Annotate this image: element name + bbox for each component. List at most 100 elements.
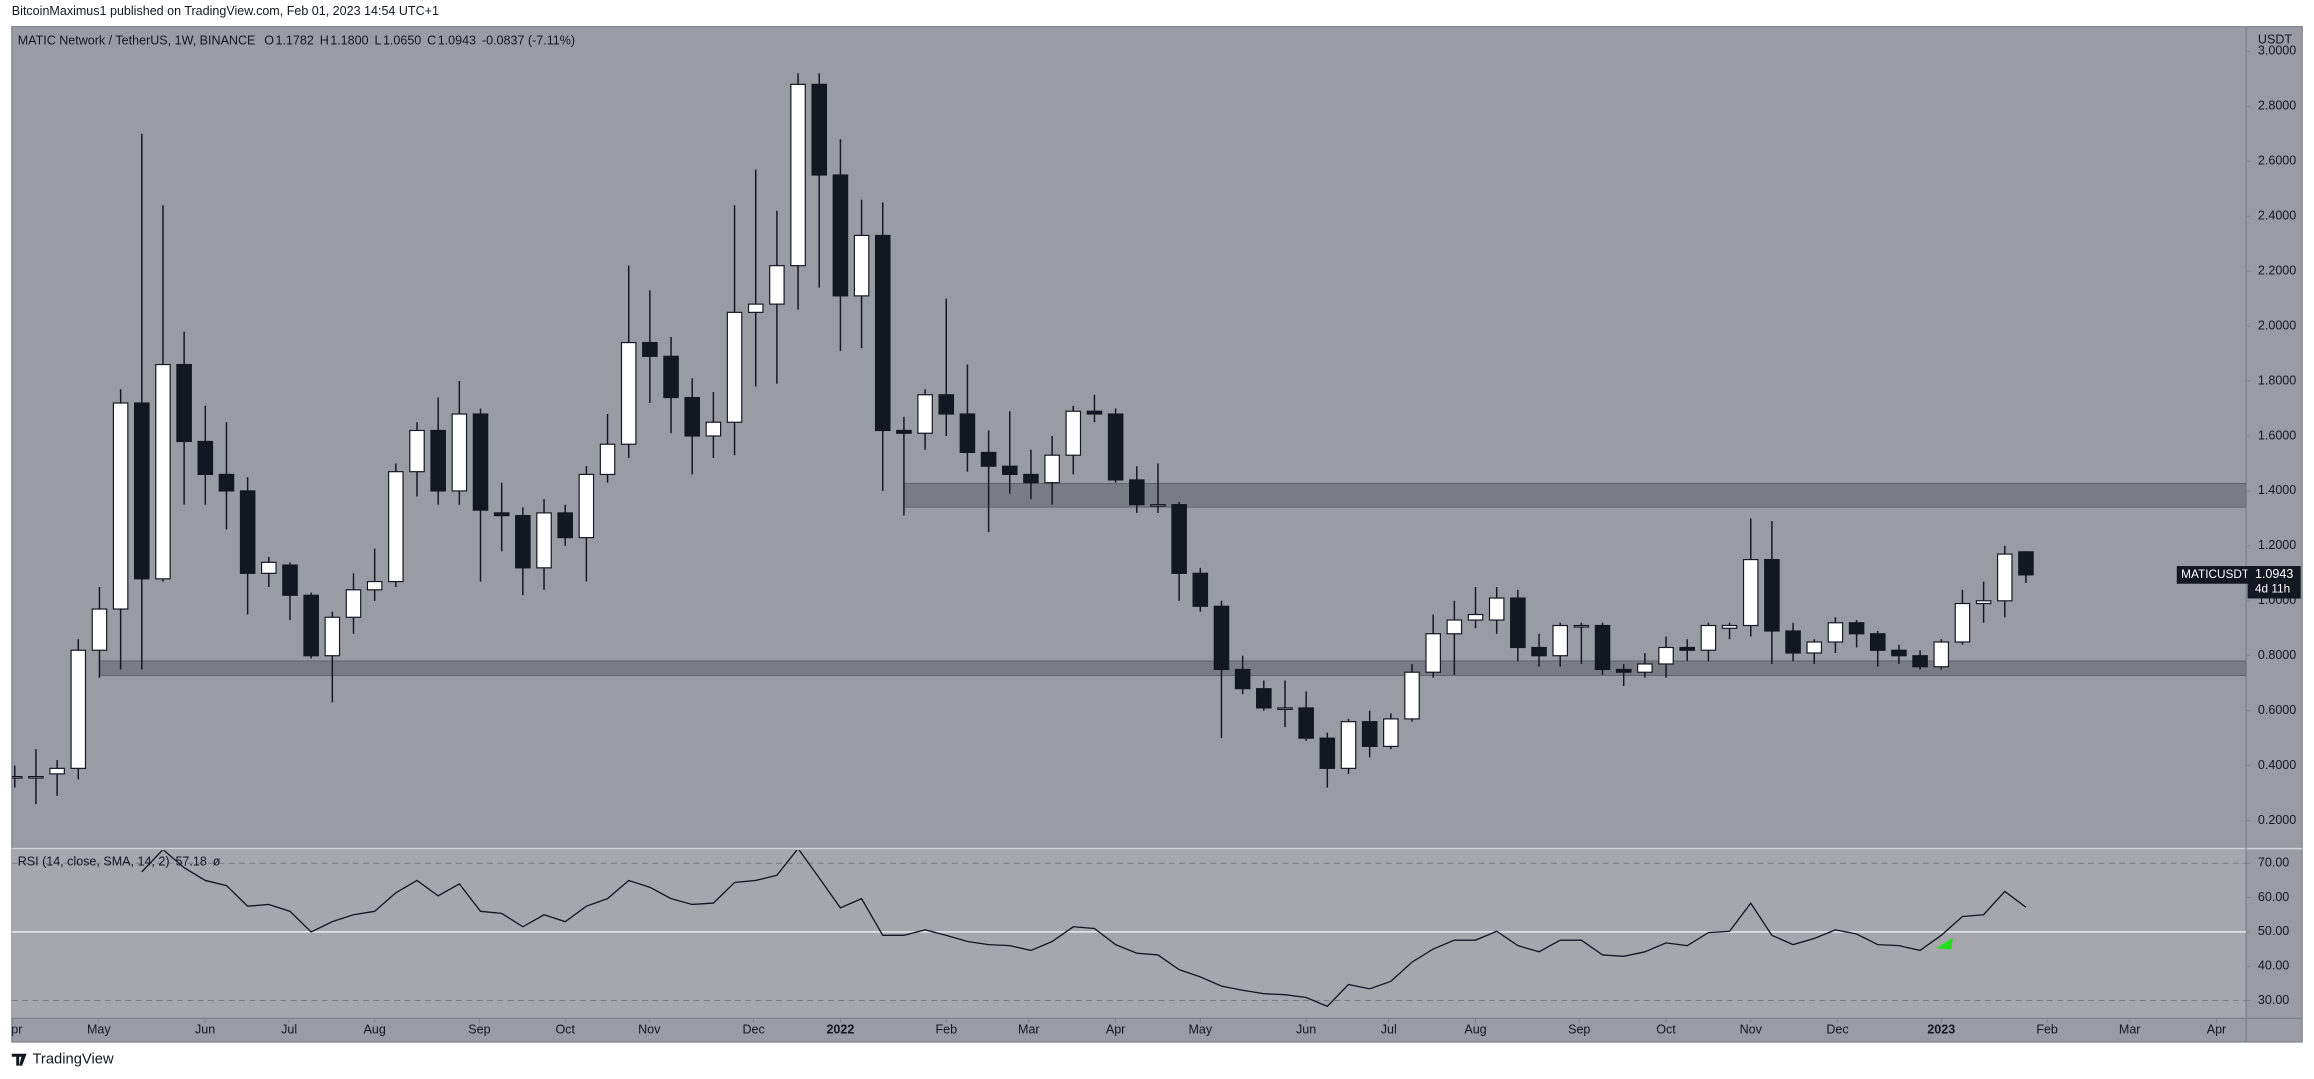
y-tick-label: 1.2000 bbox=[2258, 538, 2296, 552]
signal-arrow bbox=[1936, 937, 1953, 950]
candle-body bbox=[1848, 622, 1865, 635]
candle-body bbox=[134, 402, 150, 580]
candle-body bbox=[726, 311, 743, 423]
candle-body bbox=[811, 83, 828, 176]
zone bbox=[903, 483, 2247, 508]
x-tick-label: Apr bbox=[3, 1023, 23, 1037]
legend-text: 1.1782 bbox=[275, 34, 313, 48]
x-tick-label: Aug bbox=[364, 1023, 386, 1037]
candle-body bbox=[896, 429, 912, 434]
candle-body bbox=[155, 363, 171, 580]
candle-body bbox=[620, 341, 637, 445]
x-tick-label: Jul bbox=[1381, 1023, 1397, 1037]
y-tick-label: 1.4000 bbox=[2258, 483, 2296, 497]
candle-body bbox=[1721, 624, 1738, 629]
candle-body bbox=[493, 512, 510, 517]
y-tick-label: 2.8000 bbox=[2258, 99, 2296, 113]
candle-body bbox=[1954, 602, 1971, 643]
candle-body bbox=[790, 83, 806, 267]
candle-body bbox=[197, 440, 214, 476]
candle-body bbox=[853, 234, 870, 297]
y-tick-label: 2.0000 bbox=[2258, 318, 2296, 332]
candle-body bbox=[1975, 600, 1992, 605]
x-tick-label: Feb bbox=[2036, 1023, 2058, 1037]
x-tick-label: Dec bbox=[1826, 1023, 1848, 1037]
candle-body bbox=[430, 429, 446, 492]
y-tick-label: 2.4000 bbox=[2258, 209, 2296, 223]
legend-text: H bbox=[320, 34, 329, 48]
candle-body bbox=[705, 421, 722, 437]
candle-body bbox=[1065, 410, 1082, 456]
candle-body bbox=[1044, 454, 1060, 484]
candle-body bbox=[1107, 413, 1124, 481]
candle-body bbox=[282, 564, 298, 596]
candle-body bbox=[1319, 737, 1336, 769]
x-tick-label: May bbox=[87, 1023, 111, 1037]
price-label-value: 1.0943 bbox=[2255, 567, 2293, 581]
legend-text: MATIC Network / TetherUS, 1W, BINANCE bbox=[18, 34, 256, 48]
candle-body bbox=[1827, 622, 1844, 643]
candle-body bbox=[1234, 668, 1251, 690]
legend-text: 1.1800 bbox=[330, 34, 368, 48]
candle-body bbox=[324, 616, 341, 657]
candle-body bbox=[769, 265, 785, 305]
candle-body bbox=[1277, 707, 1293, 710]
price-pane bbox=[11, 73, 2247, 805]
legend: MATIC Network / TetherUS, 1W, BINANCE O 1.… bbox=[18, 34, 575, 869]
candle-body bbox=[642, 341, 658, 357]
candle-body bbox=[536, 512, 552, 569]
candle-body bbox=[1996, 553, 2013, 602]
candle-body bbox=[409, 429, 425, 473]
y-tick-label: 0.6000 bbox=[2258, 703, 2296, 717]
x-tick-label: Apr bbox=[1106, 1023, 1126, 1037]
x-tick-label: Dec bbox=[742, 1023, 764, 1037]
candle-body bbox=[557, 512, 573, 539]
legend-text: O bbox=[264, 34, 274, 48]
candle-body bbox=[91, 608, 108, 651]
price-label-symbol: MATICUSDT bbox=[2181, 567, 2249, 581]
candle-body bbox=[366, 580, 383, 591]
candle-body bbox=[1467, 613, 1484, 621]
candle-body bbox=[1742, 558, 1759, 627]
x-tick-label: Sep bbox=[468, 1023, 490, 1037]
candle-body bbox=[1573, 624, 1590, 628]
candle-body bbox=[303, 594, 319, 657]
x-tick-label: Jul bbox=[281, 1023, 297, 1037]
candle-body bbox=[1086, 410, 1103, 415]
candle-body bbox=[451, 413, 468, 492]
candle-body bbox=[1785, 630, 1801, 654]
candle-body bbox=[1679, 646, 1696, 651]
candle-body bbox=[684, 396, 701, 437]
candle-body bbox=[218, 473, 235, 492]
y-tick-label: 3.0000 bbox=[2258, 44, 2296, 58]
candle-body bbox=[2018, 551, 2034, 576]
candle-body bbox=[1700, 624, 1717, 651]
candle-body bbox=[261, 561, 277, 574]
candle-body bbox=[1658, 646, 1674, 665]
legend-text: L bbox=[374, 34, 381, 48]
x-tick-label: Jun bbox=[195, 1023, 215, 1037]
y-tick-label: 2.2000 bbox=[2258, 263, 2296, 277]
x-tick-label: Jun bbox=[1296, 1023, 1316, 1037]
candle-body bbox=[239, 490, 256, 574]
rsi-tick-label: 70.00 bbox=[2258, 856, 2289, 870]
x-tick-label: Aug bbox=[1464, 1023, 1486, 1037]
candle-body bbox=[832, 174, 849, 297]
candle-body bbox=[1594, 624, 1611, 671]
x-tick-label: Oct bbox=[1656, 1023, 1676, 1037]
candle-body bbox=[663, 355, 679, 399]
candle-body bbox=[1510, 597, 1526, 649]
candle-body bbox=[1806, 641, 1823, 654]
candle-body bbox=[578, 473, 595, 539]
rsi-line bbox=[141, 850, 2027, 1008]
x-tick-label: Apr bbox=[2207, 1023, 2227, 1037]
rsi-plot bbox=[11, 850, 2247, 1008]
x-tick-label: Mar bbox=[2119, 1023, 2141, 1037]
x-tick-label: Nov bbox=[1740, 1023, 1763, 1037]
candle-body bbox=[28, 776, 44, 779]
x-tick-label: Oct bbox=[555, 1023, 575, 1037]
candle-body bbox=[388, 471, 404, 583]
price-label-value-box bbox=[2247, 566, 2301, 599]
candle-body bbox=[1615, 668, 1632, 673]
candle-body bbox=[1637, 663, 1653, 673]
